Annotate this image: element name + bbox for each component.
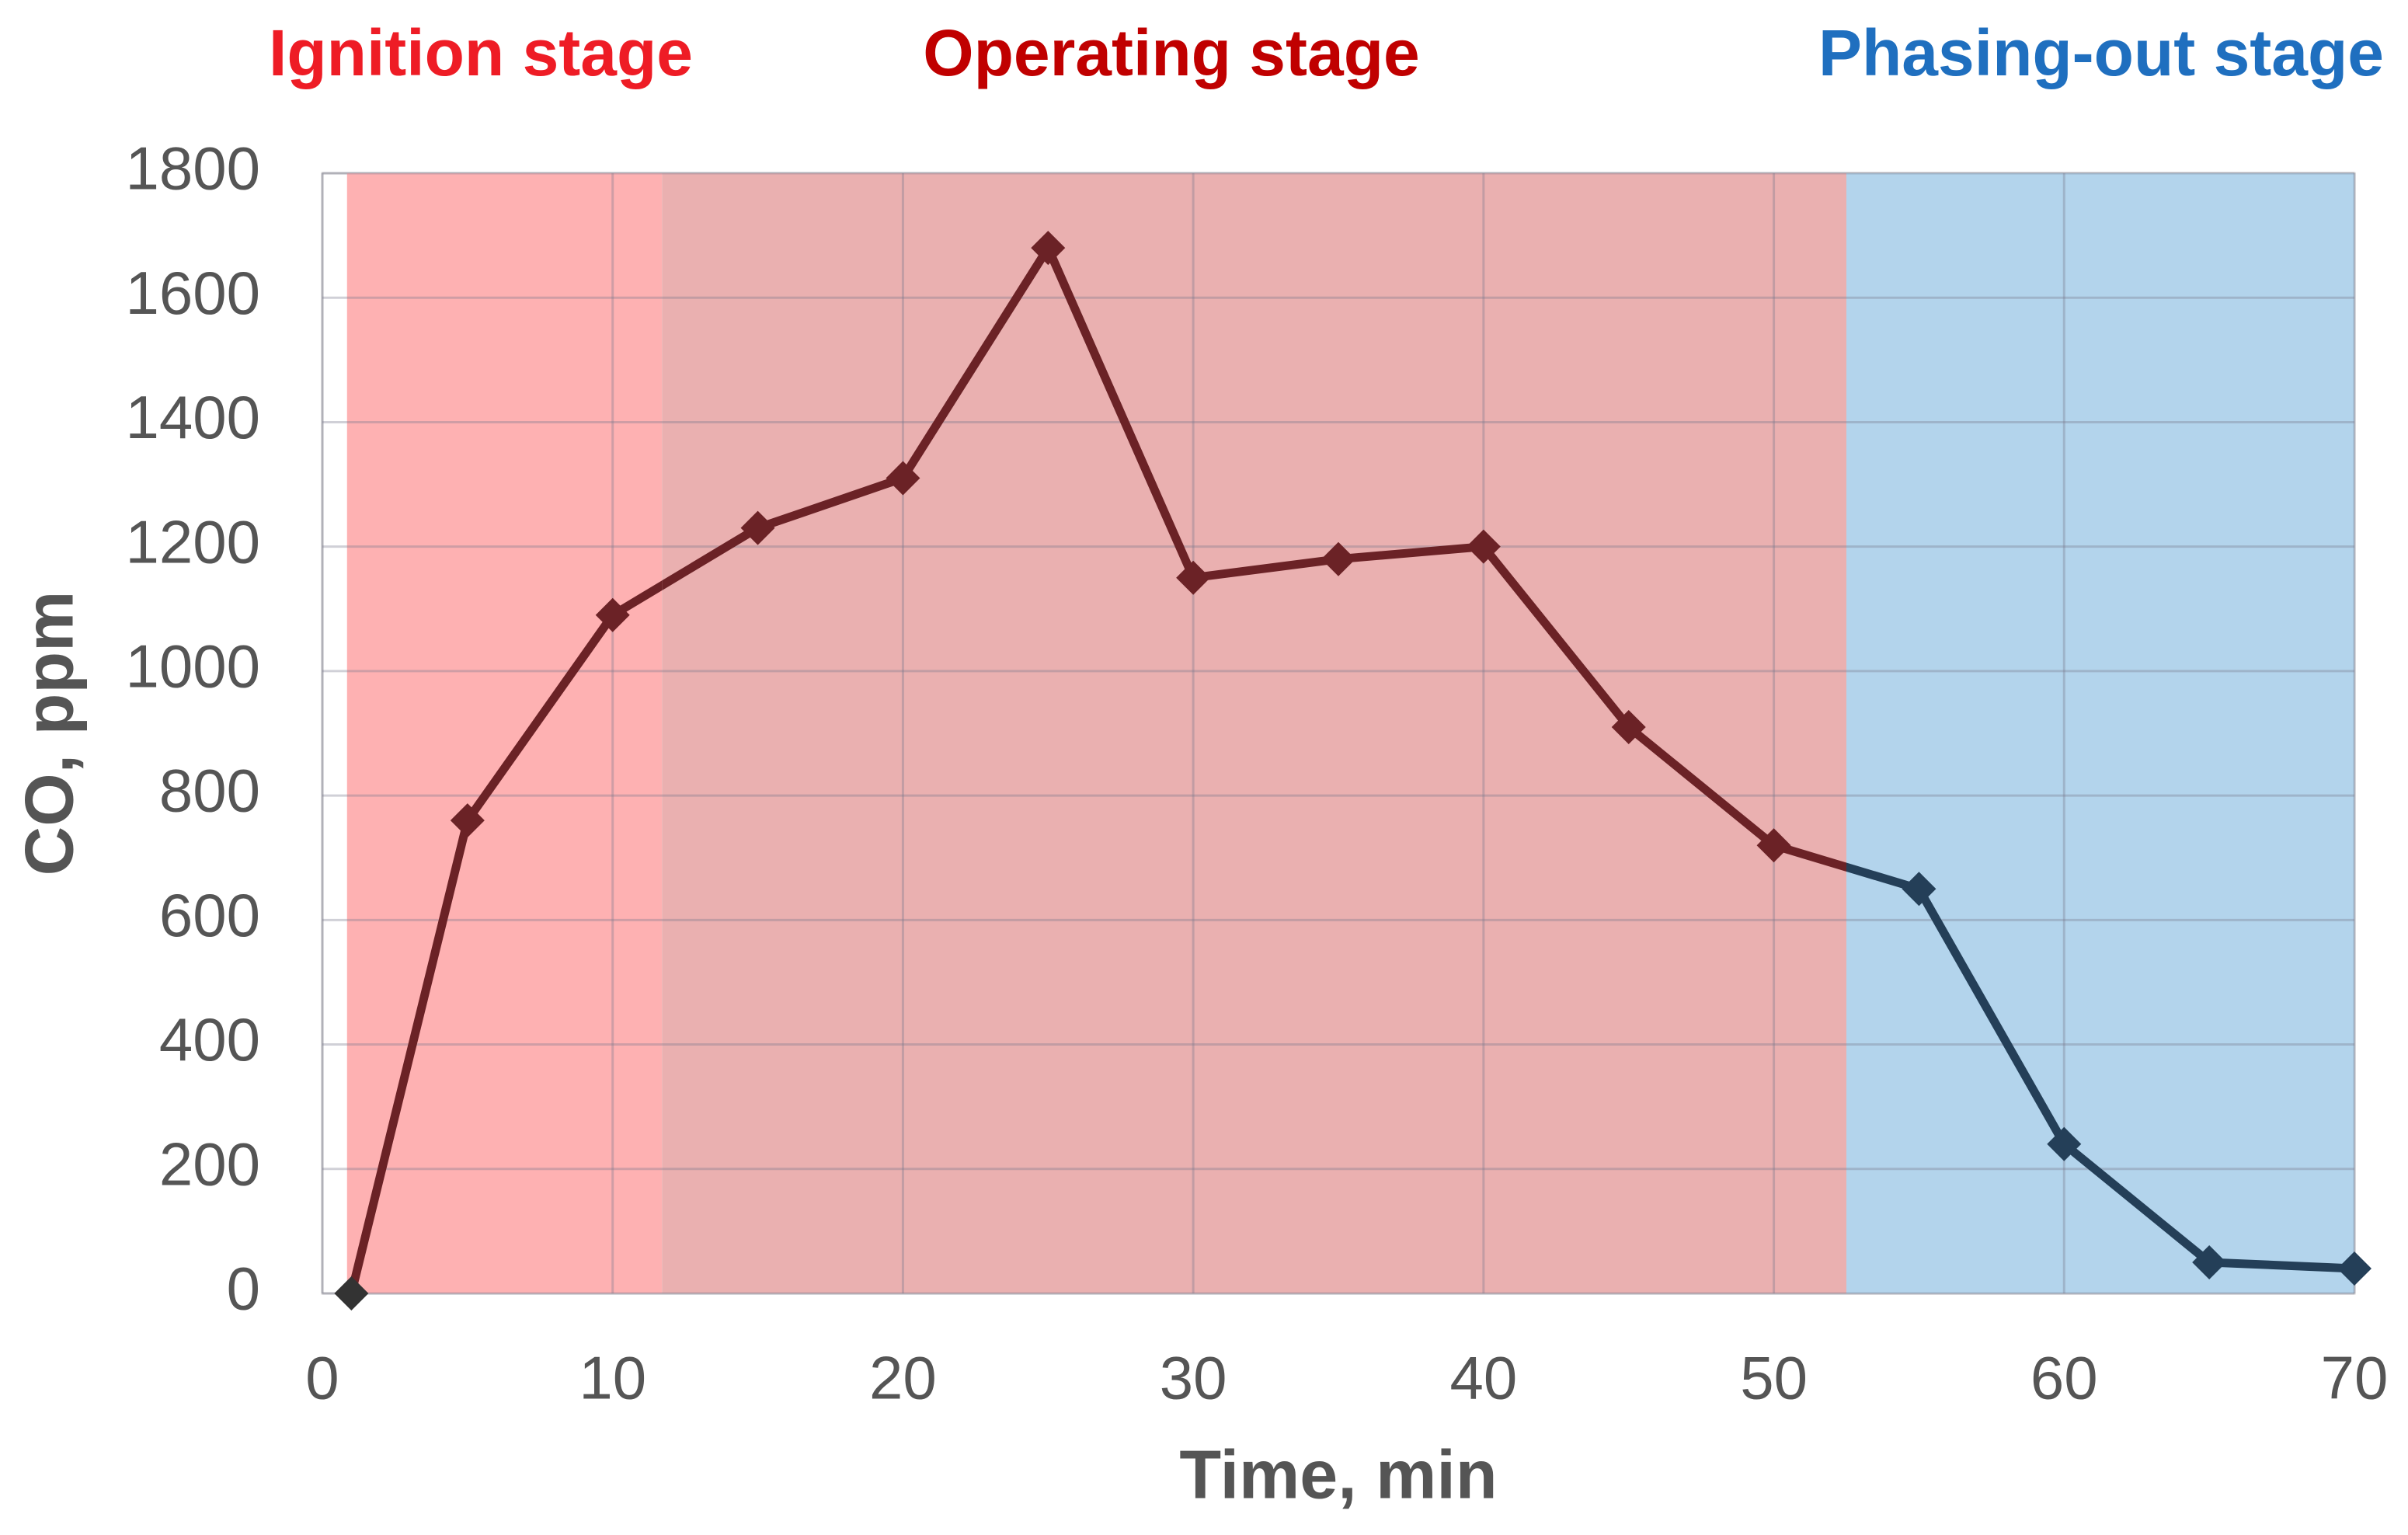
x-axis-title: Time, min <box>1179 1436 1497 1512</box>
y-tick-label: 200 <box>159 1129 260 1198</box>
data-marker <box>595 597 630 632</box>
data-marker <box>2337 1251 2371 1286</box>
y-tick-label: 1000 <box>125 632 260 700</box>
x-tick-label: 60 <box>2030 1344 2098 1412</box>
x-tick-label: 0 <box>305 1344 339 1412</box>
data-marker <box>2047 1126 2082 1161</box>
x-tick-label: 10 <box>579 1344 646 1412</box>
y-tick-label: 0 <box>227 1255 260 1323</box>
y-tick-label: 1600 <box>125 259 260 327</box>
stage-title: Phasing-out stage <box>1818 16 2384 89</box>
y-tick-label: 400 <box>159 1005 260 1074</box>
stage-band <box>1846 173 2354 1293</box>
y-tick-label: 1800 <box>125 134 260 203</box>
x-tick-label: 50 <box>1740 1344 1808 1412</box>
y-axis-title: CO, ppm <box>10 591 87 876</box>
stage-title: Operating stage <box>923 16 1419 89</box>
data-marker <box>1611 709 1646 744</box>
y-tick-label: 1400 <box>125 383 260 451</box>
data-marker <box>1756 828 1791 863</box>
data-marker <box>450 803 485 838</box>
data-line <box>347 580 663 1295</box>
x-tick-label: 70 <box>2321 1344 2389 1412</box>
data-marker <box>1902 872 1936 907</box>
y-tick-label: 1200 <box>125 507 260 576</box>
x-tick-label: 30 <box>1160 1344 1227 1412</box>
stage-band <box>662 173 1846 1293</box>
stage-title: Ignition stage <box>269 16 693 89</box>
data-marker <box>740 510 775 545</box>
data-marker <box>1321 541 1355 576</box>
y-tick-label: 600 <box>159 881 260 949</box>
data-marker <box>1176 560 1211 595</box>
y-tick-label: 800 <box>159 757 260 825</box>
x-tick-label: 40 <box>1449 1344 1517 1412</box>
data-marker <box>2192 1244 2227 1279</box>
x-tick-label: 20 <box>869 1344 937 1412</box>
data-marker <box>1031 231 1066 266</box>
data-line <box>1846 862 2355 1273</box>
data-marker <box>886 461 920 496</box>
data-marker <box>334 1276 369 1310</box>
data-marker <box>1466 529 1501 564</box>
